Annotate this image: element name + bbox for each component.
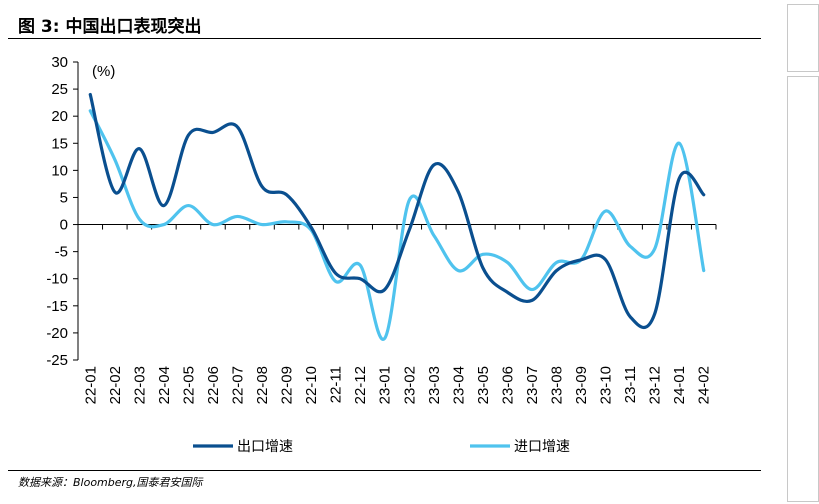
title-rule [8,38,761,39]
y-tick-label: 15 [51,135,68,152]
x-tick-label: 22-04 [156,366,173,404]
x-tick-label: 22-03 [131,366,148,404]
series-line-import [88,109,706,341]
y-tick-label: 30 [51,54,68,71]
side-panel-bottom [787,76,819,502]
y-tick-label: -25 [46,352,68,369]
x-tick-label: 22-02 [107,366,124,404]
y-tick-label: -15 [46,298,68,315]
x-tick-label: 23-02 [401,366,418,404]
x-tick-label: 22-01 [82,366,99,404]
x-tick-label: 23-09 [573,366,590,404]
y-tick-label: 20 [51,108,68,125]
x-tick-label: 23-04 [450,366,467,404]
y-tick-label: 5 [60,189,68,206]
unit-label: (%) [92,63,115,80]
y-tick-label: 0 [60,217,68,234]
y-tick-label: -10 [46,271,68,288]
y-tick-label: -20 [46,325,68,342]
x-tick-label: 22-11 [328,366,345,403]
legend-label-export: 出口增速 [237,439,293,455]
x-tick-label: 23-05 [475,366,492,404]
figure-title: 图 3: 中国出口表现突出 [18,17,202,37]
x-tick-label: 23-11 [622,366,639,403]
x-tick-label: 22-06 [205,366,222,404]
x-tick-label: 23-12 [647,366,664,404]
x-tick-label: 22-09 [279,366,296,404]
source-note: 数据来源：Bloomberg,国泰君安国际 [18,476,203,489]
x-tick-label: 22-10 [303,366,320,404]
x-tick-label: 23-08 [549,366,566,404]
y-tick-label: -5 [55,244,68,261]
x-tick-label: 23-01 [377,366,394,404]
x-tick-label: 22-12 [352,366,369,404]
x-tick-label: 22-08 [254,366,271,404]
x-tick-label: 23-07 [524,366,541,404]
x-tick-label: 24-02 [696,366,713,404]
axes: 30 25 20 15 10 5 0 -5 -10 -15 -20 -25 22-01 22-02 22-0… [46,54,717,404]
y-tick-label: 25 [51,81,68,98]
source-rule [8,470,761,471]
x-tick-label: 24-01 [671,366,688,404]
series-lines [88,92,706,341]
x-tick-label: 23-10 [598,366,615,404]
side-panel-top [787,4,819,72]
legend-label-import: 进口增速 [514,439,570,455]
x-tick-label: 22-05 [180,366,197,404]
x-tick-label: 23-06 [499,366,516,404]
series-line-export [88,92,706,329]
x-tick-label: 22-07 [230,366,247,404]
legend: 出口增速 进口增速 [193,439,570,455]
y-tick-label: 10 [51,162,68,179]
x-tick-label: 23-03 [426,366,443,404]
